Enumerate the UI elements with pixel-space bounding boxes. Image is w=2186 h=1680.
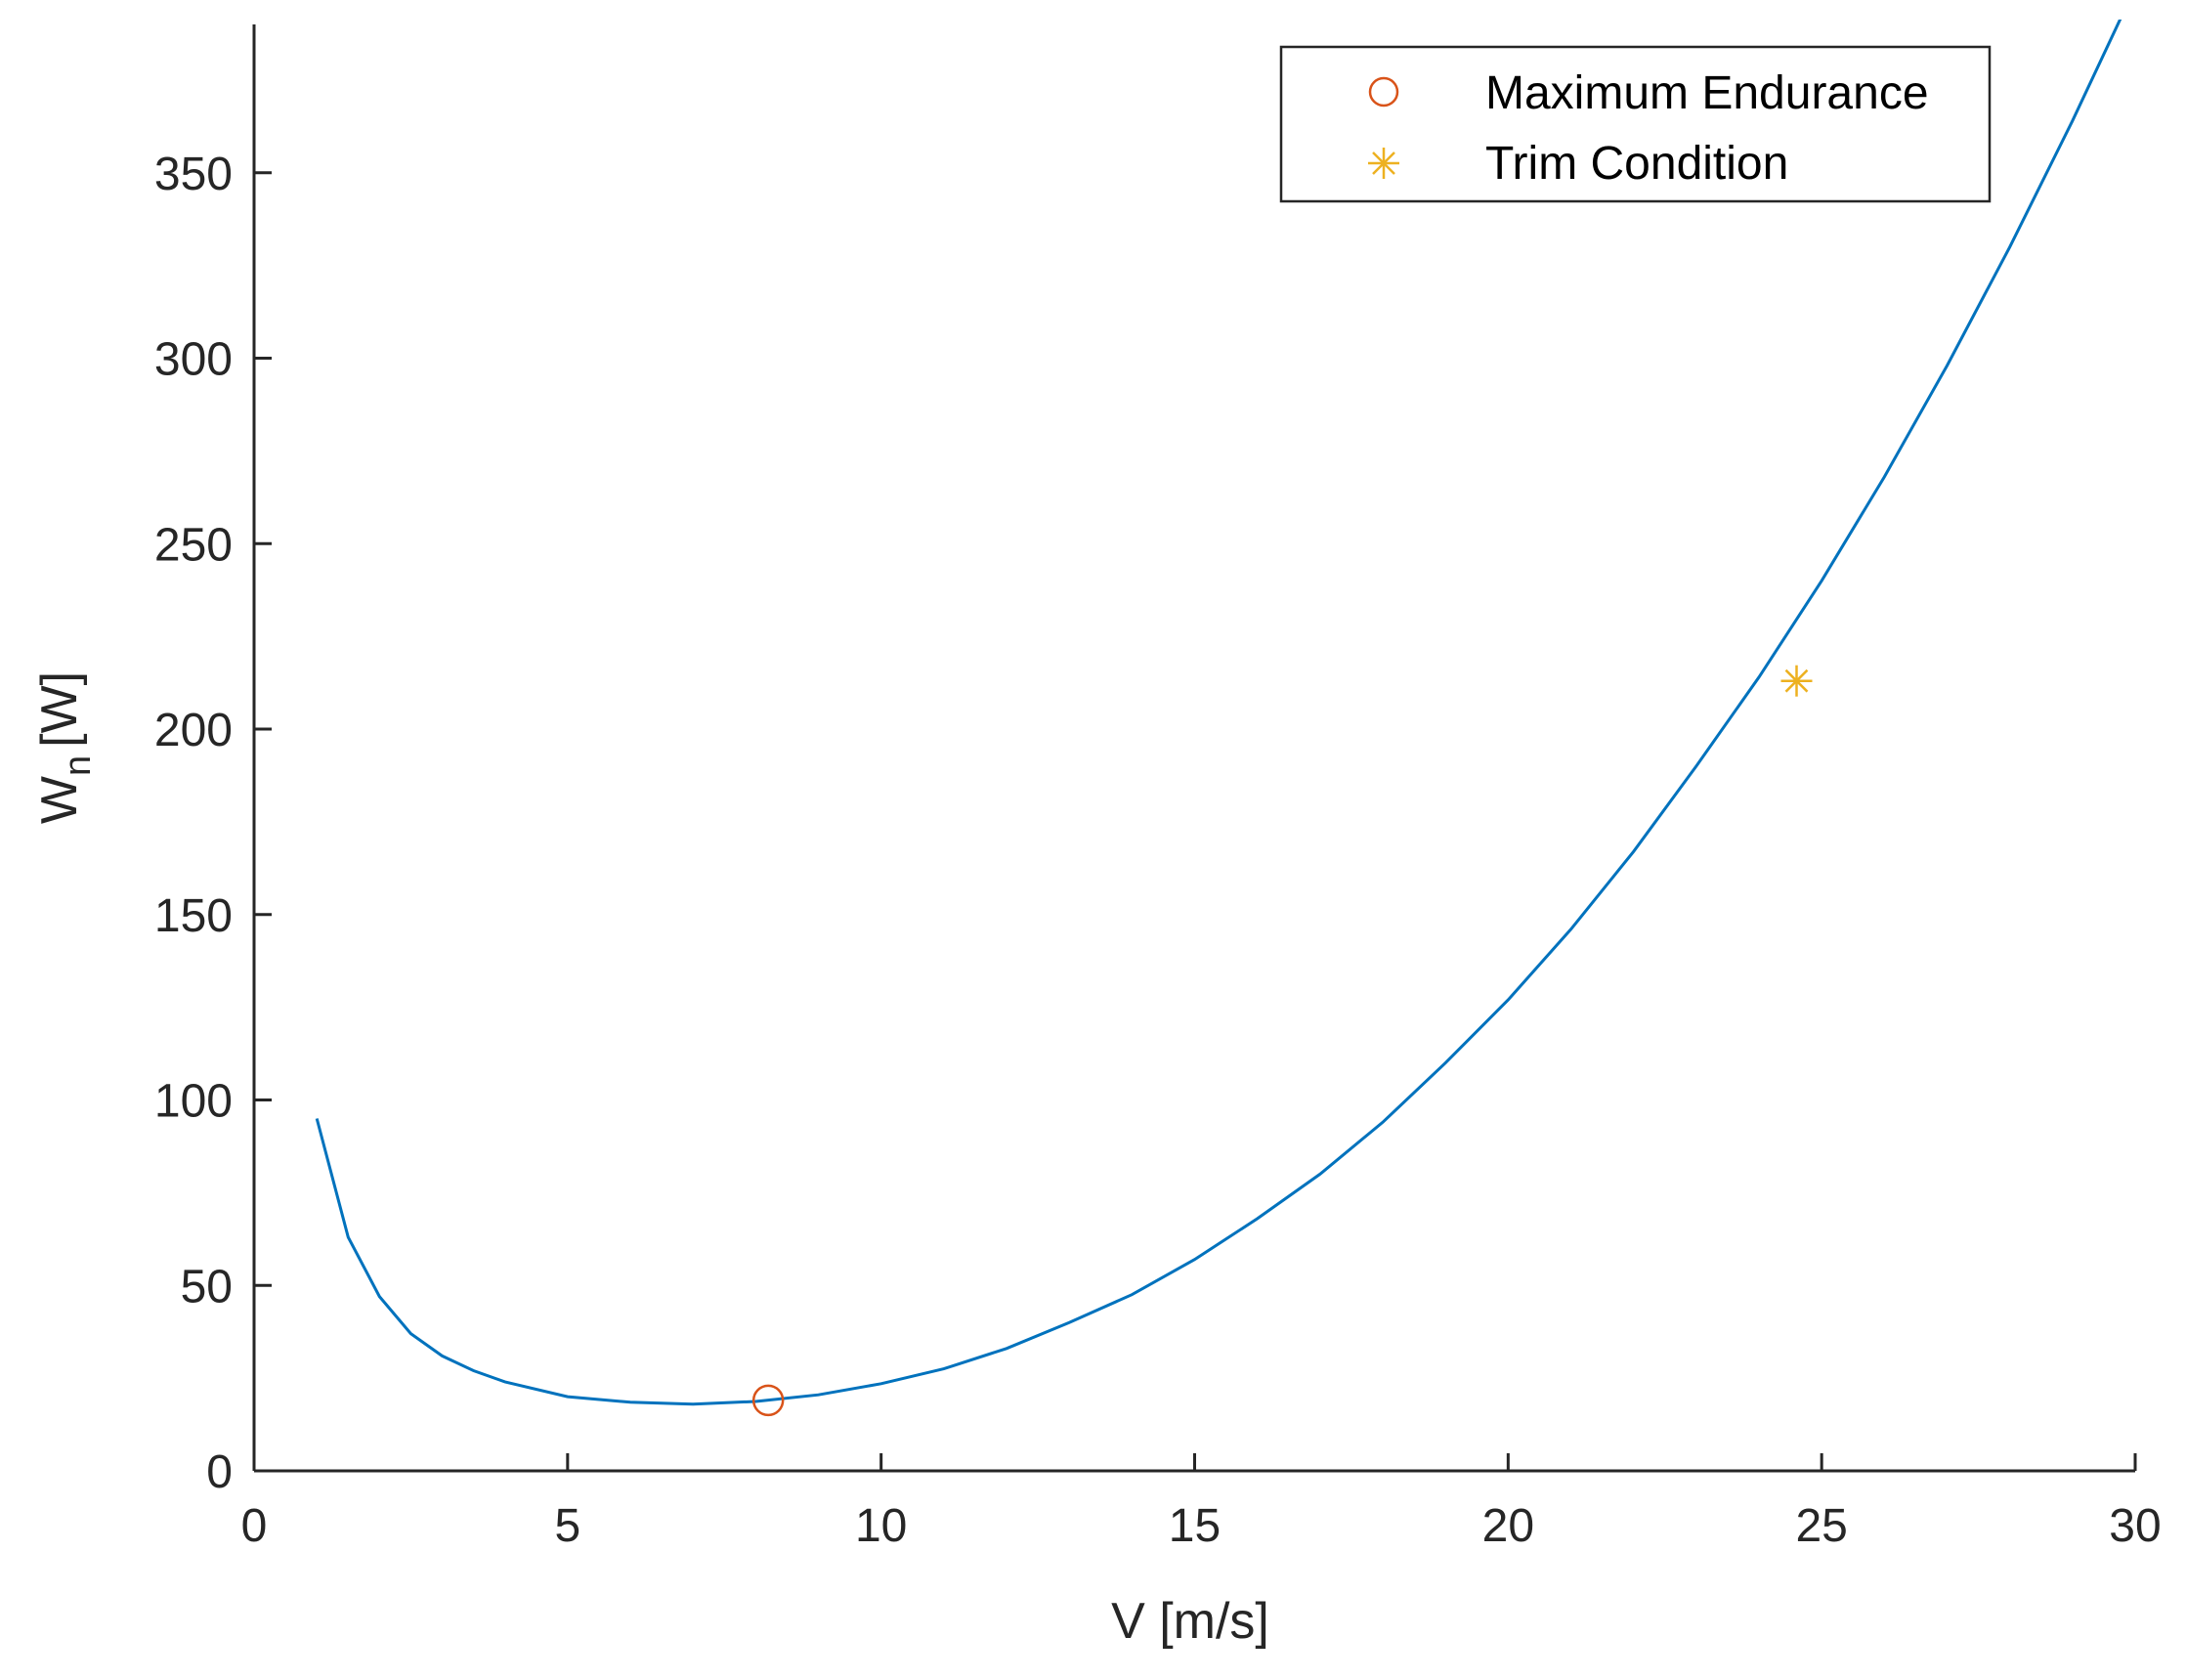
x-axis-label: V [m/s] <box>1111 1593 1269 1650</box>
legend-box <box>1279 45 1992 203</box>
marker-maximum-endurance <box>751 1384 785 1417</box>
y-tick-label: 200 <box>154 705 233 756</box>
y-tick-label: 350 <box>154 149 233 200</box>
legend-asterisk-icon <box>1368 148 1399 179</box>
x-tick-label: 0 <box>241 1500 268 1552</box>
y-tick-label: 300 <box>154 334 233 386</box>
x-tick-label: 10 <box>855 1500 907 1552</box>
y-axis-label-unit: [W] <box>31 671 88 748</box>
series-line-wn <box>315 20 2122 1406</box>
x-tick-label: 20 <box>1482 1500 1534 1552</box>
y-tick-label: 100 <box>154 1076 233 1128</box>
markers <box>751 665 1813 1417</box>
y-tick-label: 250 <box>154 519 233 571</box>
marker-trim-condition <box>1780 665 1813 697</box>
svg-text:Wn[W]: Wn [W] <box>31 671 99 824</box>
legend-label-max-endurance: Maximum Endurance <box>1485 67 1929 119</box>
axes <box>252 24 2135 1473</box>
x-tick-label: 5 <box>554 1500 580 1552</box>
x-tick-label: 25 <box>1795 1500 1847 1552</box>
y-axis-label-subscript: n <box>58 755 99 776</box>
y-axis-label: Wn [W] <box>31 671 99 824</box>
y-ticks: 0 50 100 150 200 250 300 350 <box>154 149 272 1498</box>
x-tick-label: 30 <box>2109 1500 2161 1552</box>
legend-circle-icon <box>1368 76 1399 108</box>
legend-label-trim-condition: Trim Condition <box>1485 138 1788 190</box>
x-ticks: 0 5 10 15 20 25 30 <box>241 1453 2162 1552</box>
y-tick-label: 50 <box>181 1261 233 1313</box>
x-tick-label: 15 <box>1169 1500 1221 1552</box>
y-axis-label-main: W <box>31 776 88 824</box>
y-tick-label: 0 <box>206 1446 233 1498</box>
y-tick-label: 150 <box>154 890 233 942</box>
legend: Maximum Endurance Trim Condition <box>1279 45 1992 203</box>
